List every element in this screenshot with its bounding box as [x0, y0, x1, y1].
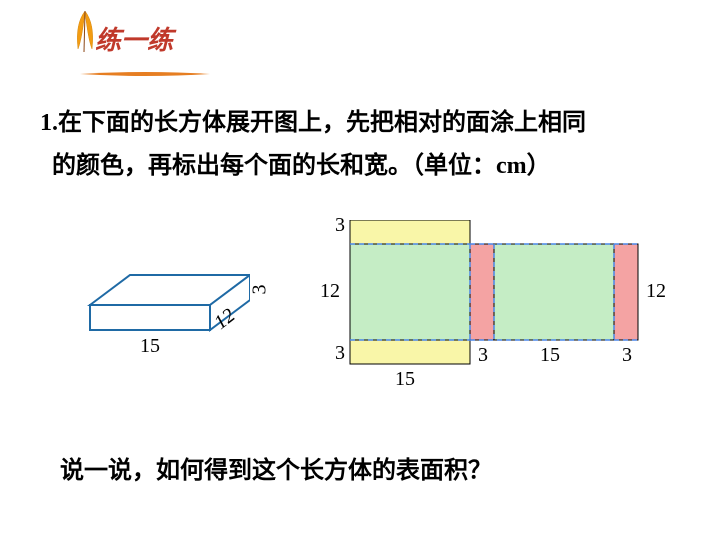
header-title: 练一练 — [95, 20, 173, 57]
net-left-w: 12 — [320, 280, 340, 303]
net-seg2: 15 — [540, 344, 560, 367]
net-bottom-l: 15 — [395, 368, 415, 391]
net-seg1: 3 — [478, 344, 488, 367]
header-underline — [80, 70, 210, 78]
net-right-w: 12 — [646, 280, 666, 303]
net-top-h: 3 — [335, 214, 345, 237]
problem-line2: 的颜色，再标出每个面的长和宽。（单位：cm） — [52, 153, 551, 179]
problem-number: 1. — [40, 110, 58, 136]
problem-text: 1.在下面的长方体展开图上，先把相对的面涂上相同 的颜色，再标出每个面的长和宽。… — [40, 102, 680, 188]
net-diagram — [330, 220, 640, 430]
net-seg3: 3 — [622, 344, 632, 367]
question-text: 说一说，如何得到这个长方体的表面积？ — [60, 450, 492, 485]
cuboid-height-label: 3 — [249, 285, 272, 295]
diagram-area: 15 12 3 3 12 3 15 3 15 3 12 — [60, 210, 660, 440]
cuboid-length-label: 15 — [140, 335, 160, 358]
net-bottom-h: 3 — [335, 342, 345, 365]
header: 练一练 — [70, 20, 173, 57]
problem-line1: 在下面的长方体展开图上，先把相对的面涂上相同 — [58, 110, 586, 136]
